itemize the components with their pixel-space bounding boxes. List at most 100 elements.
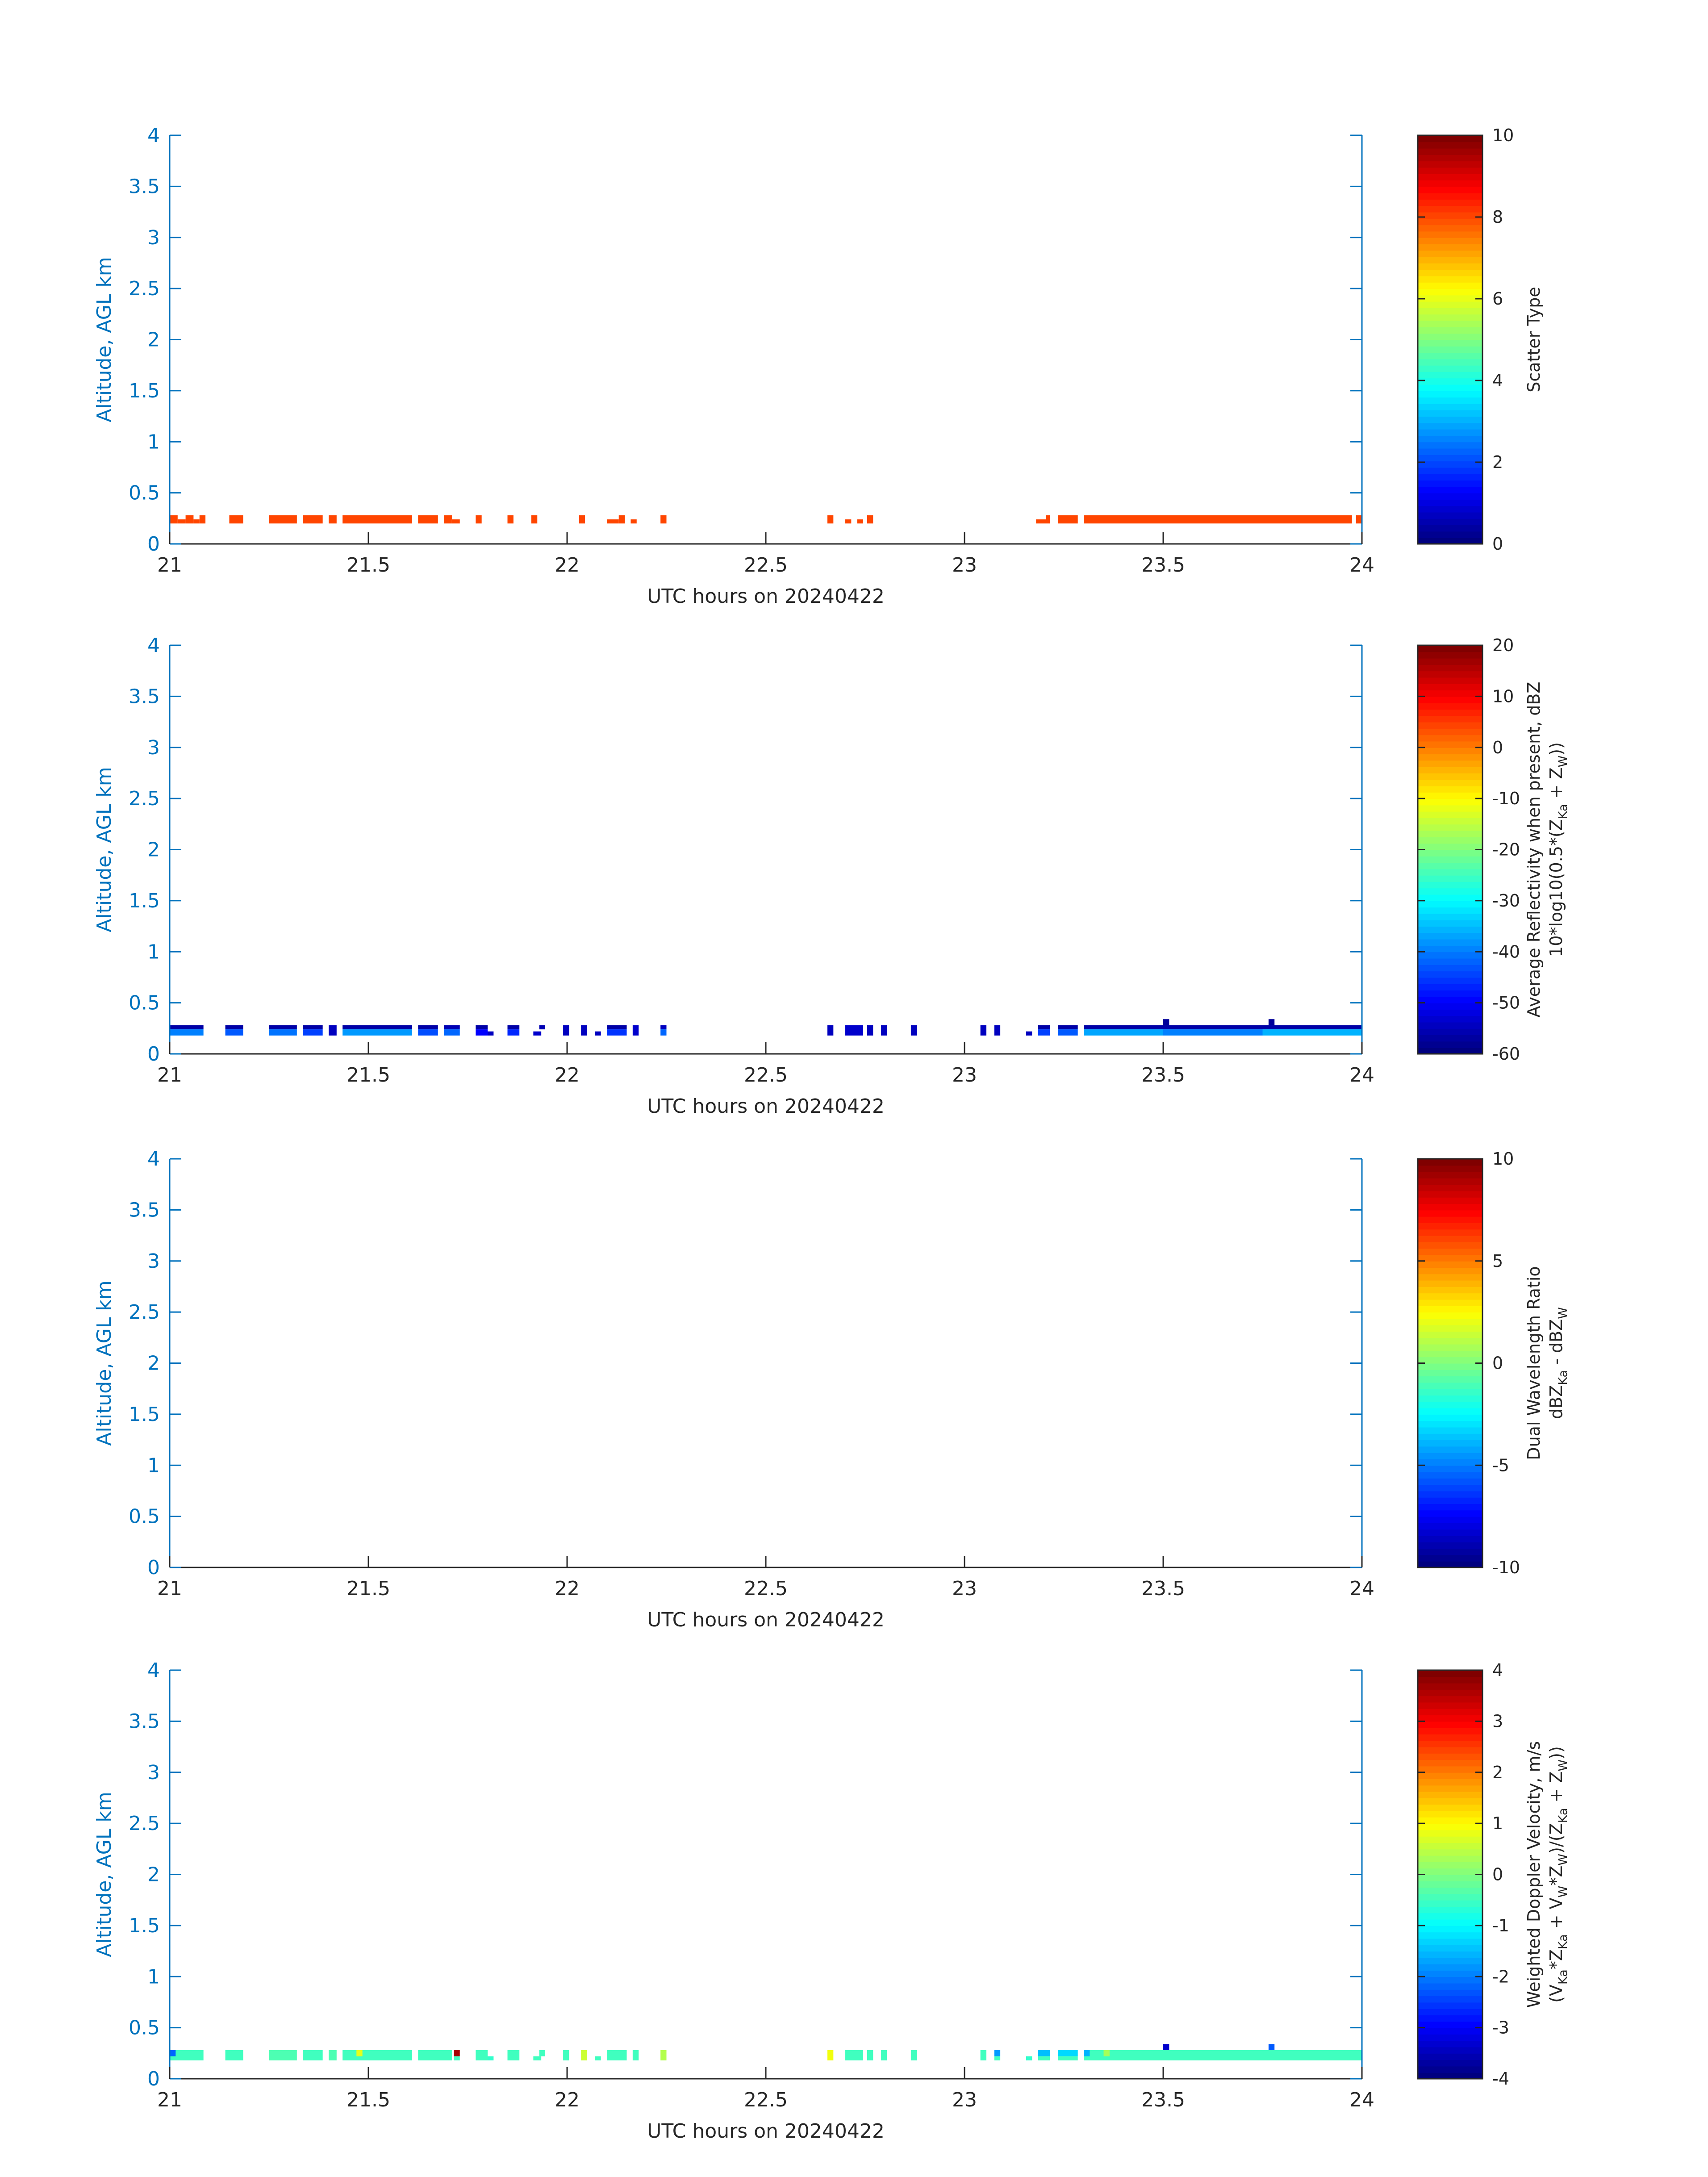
heatmap-cell (581, 1025, 587, 1036)
y-tick-label: 2.5 (129, 277, 160, 300)
colorbar-swatch (1418, 1041, 1482, 1048)
x-tick-label: 22 (555, 1577, 580, 1600)
colorbar-swatch (1418, 1957, 1482, 1964)
heatmap-cell (660, 1029, 667, 1036)
colorbar-swatch (1418, 1267, 1482, 1274)
colorbar-swatch (1418, 1689, 1482, 1696)
colorbar-swatch (1418, 958, 1482, 965)
y-tick-label: 1.5 (129, 380, 160, 402)
colorbar-swatch (1418, 384, 1482, 391)
heatmap-cell (595, 2056, 601, 2060)
colorbar-swatch (1418, 486, 1482, 493)
heatmap-cell (329, 515, 337, 524)
colorbar-swatch (1418, 461, 1482, 468)
y-tick-label: 0 (147, 1556, 160, 1579)
heatmap-cell (303, 1029, 323, 1036)
colorbar-swatch (1418, 1670, 1482, 1677)
heatmap-cell (507, 1029, 520, 1036)
colorbar-swatch (1418, 212, 1482, 219)
x-tick-label: 23.5 (1141, 554, 1185, 577)
x-axis-label: UTC hours on 20240422 (647, 2120, 885, 2143)
colorbar-swatch (1418, 1235, 1482, 1242)
y-tick-label: 3 (147, 1250, 160, 1273)
y-tick-label: 1.5 (129, 1914, 160, 1937)
heatmap-cell (881, 2050, 887, 2060)
colorbar-swatch (1418, 786, 1482, 793)
heatmap-cell (1026, 1031, 1032, 1036)
colorbar-swatch (1418, 1944, 1482, 1952)
colorbar-swatch (1418, 1708, 1482, 1716)
y-tick-label: 0 (147, 2068, 160, 2090)
heatmap-cell (1058, 1025, 1078, 1030)
colorbar-swatch (1418, 722, 1482, 729)
heatmap-cell (199, 515, 206, 524)
colorbar-tick-label: 2 (1492, 1763, 1503, 1782)
colorbar-swatch (1418, 167, 1482, 174)
colorbar-swatch (1418, 2053, 1482, 2060)
heatmap-cell (225, 2050, 243, 2060)
colorbar-tick-label: 8 (1492, 207, 1503, 227)
x-tick-label: 21.5 (347, 554, 390, 577)
heatmap-cell (476, 2050, 488, 2060)
colorbar-swatch (1418, 1836, 1482, 1843)
heatmap-cell (356, 2050, 363, 2056)
colorbar-swatch (1418, 1976, 1482, 1984)
heatmap-cell (980, 1025, 986, 1036)
colorbar-swatch (1418, 1414, 1482, 1421)
y-tick-label: 4 (147, 124, 160, 147)
colorbar-swatch (1418, 1817, 1482, 1824)
heatmap-cell (845, 2050, 864, 2060)
x-tick-label: 21 (157, 1577, 182, 1600)
heatmap-cell (660, 2050, 667, 2060)
colorbar-swatch (1418, 1254, 1482, 1262)
heatmap-cell (1084, 2050, 1090, 2056)
colorbar-swatch (1418, 830, 1482, 837)
colorbar-tick-label: -1 (1492, 1916, 1509, 1935)
colorbar-swatch (1418, 480, 1482, 487)
colorbar-tick-label: 0 (1492, 1865, 1503, 1885)
colorbar-swatch (1418, 1919, 1482, 1926)
heatmap-cell (1058, 2050, 1078, 2056)
heatmap-cell (1262, 1029, 1362, 1036)
x-tick-label: 24 (1349, 1577, 1374, 1600)
x-tick-label: 23 (952, 1064, 977, 1086)
colorbar-swatch (1418, 843, 1482, 850)
colorbar-swatch (1418, 1484, 1482, 1492)
colorbar-tick-label: 1 (1492, 1813, 1503, 1833)
heatmap-cell (269, 1029, 297, 1036)
colorbar-swatch (1418, 2040, 1482, 2047)
colorbar-swatch (1418, 919, 1482, 927)
colorbar-swatch (1418, 429, 1482, 436)
colorbar-swatch (1418, 754, 1482, 761)
colorbar-swatch (1418, 702, 1482, 710)
colorbar-swatch (1418, 1471, 1482, 1479)
colorbar-swatch (1418, 1535, 1482, 1542)
heatmap-cell (607, 1025, 627, 1030)
heatmap-cell (444, 1029, 460, 1036)
colorbar-swatch (1418, 1433, 1482, 1441)
heatmap-cell (488, 1031, 494, 1036)
colorbar-swatch (1418, 1823, 1482, 1830)
colorbar-swatch (1418, 1715, 1482, 1722)
heatmap-cell (579, 515, 585, 524)
colorbar-label: 10*log10(0.5*(ZKa​ + ZW​)) (1546, 742, 1570, 957)
colorbar-swatch (1418, 346, 1482, 353)
colorbar-label: (VKa​*ZKa​ + VW​*ZW​)/(ZKa​ + ZW​)) (1546, 1746, 1570, 2003)
heatmap-cell (1026, 2056, 1032, 2060)
colorbar-swatch (1418, 435, 1482, 443)
y-tick-label: 3.5 (129, 175, 160, 198)
colorbar-swatch (1418, 1248, 1482, 1255)
x-tick-label: 22 (555, 554, 580, 577)
colorbar-swatch (1418, 1222, 1482, 1230)
x-tick-label: 22 (555, 1064, 580, 1086)
colorbar-swatch (1418, 1299, 1482, 1306)
heatmap-cells (170, 1019, 1362, 1036)
colorbar-swatch (1418, 1395, 1482, 1402)
colorbar-swatch (1418, 1900, 1482, 1907)
colorbar-swatch (1418, 192, 1482, 200)
colorbar-swatch (1418, 1178, 1482, 1185)
colorbar-tick-label: 4 (1492, 1660, 1503, 1680)
heatmap-cell (867, 1025, 873, 1036)
